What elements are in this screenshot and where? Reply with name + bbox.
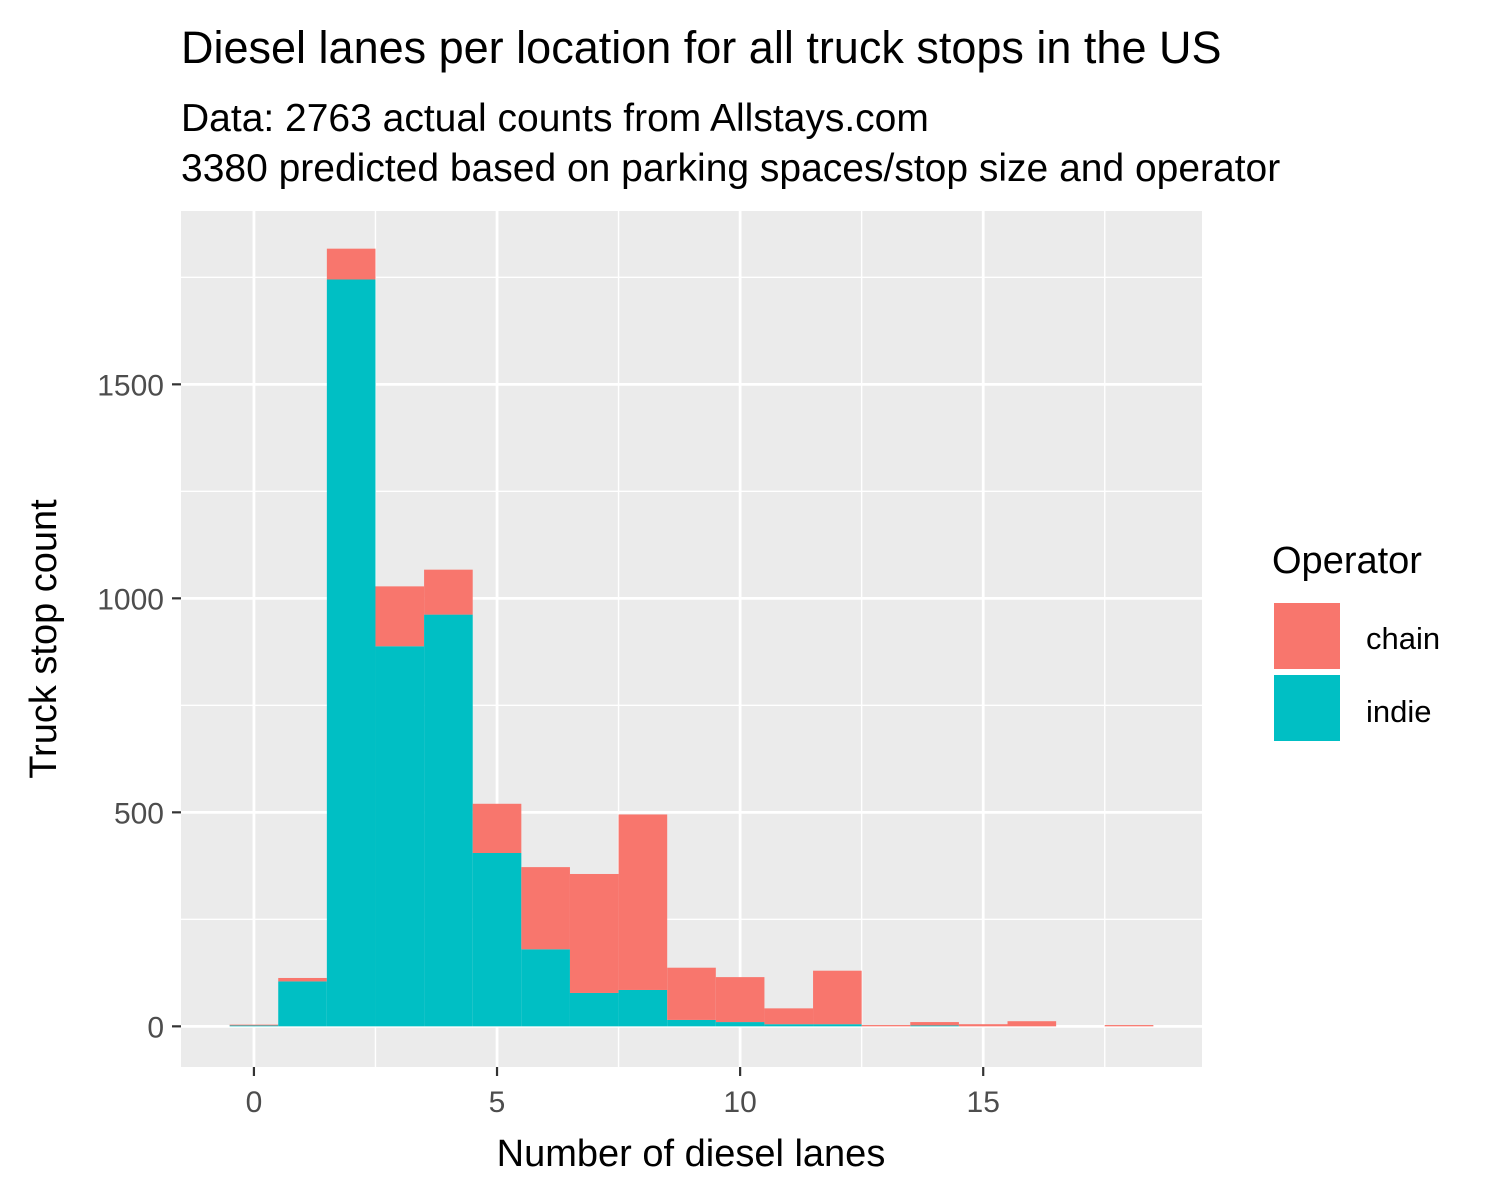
bar-indie-3 bbox=[375, 646, 425, 1027]
bar-chain-14 bbox=[910, 1022, 959, 1026]
bar-indie-0 bbox=[229, 1025, 279, 1027]
bar-chain-8 bbox=[618, 814, 668, 990]
x-tick-label: 10 bbox=[723, 1086, 756, 1119]
bar-indie-6 bbox=[521, 949, 570, 1027]
x-tick-label: 15 bbox=[967, 1086, 1000, 1119]
bar-chain-12 bbox=[813, 970, 862, 1025]
legend-title: Operator bbox=[1272, 540, 1422, 582]
bars bbox=[229, 248, 1154, 1027]
bar-indie-12 bbox=[813, 1024, 862, 1027]
bar-indie-7 bbox=[569, 992, 619, 1027]
bar-indie-5 bbox=[472, 853, 522, 1027]
bar-chain-15 bbox=[958, 1024, 1008, 1027]
y-tick-label: 1500 bbox=[97, 369, 164, 402]
bar-chain-10 bbox=[715, 977, 765, 1023]
x-axis-title: Number of diesel lanes bbox=[497, 1133, 886, 1175]
legend-key-indie bbox=[1274, 675, 1340, 741]
legend: Operator chain indie bbox=[1272, 540, 1440, 741]
chart-subtitle-line-1: Data: 2763 actual counts from Allstays.c… bbox=[181, 97, 929, 140]
bar-indie-1 bbox=[278, 981, 327, 1027]
bar-indie-4 bbox=[424, 614, 473, 1027]
bar-indie-14 bbox=[910, 1025, 959, 1027]
bar-indie-9 bbox=[667, 1019, 716, 1027]
bar-chain-0 bbox=[229, 1024, 279, 1026]
bar-chain-9 bbox=[667, 967, 716, 1020]
legend-label-indie: indie bbox=[1366, 694, 1432, 729]
legend-label-chain: chain bbox=[1366, 621, 1440, 656]
bar-chain-13 bbox=[861, 1025, 911, 1027]
bar-chain-4 bbox=[424, 569, 473, 615]
y-tick-label: 500 bbox=[114, 797, 164, 830]
bar-chain-5 bbox=[472, 803, 522, 853]
bar-indie-11 bbox=[764, 1024, 814, 1027]
bar-indie-10 bbox=[715, 1022, 765, 1027]
bar-chain-3 bbox=[375, 586, 425, 647]
chart-subtitle-line-2: 3380 predicted based on parking spaces/s… bbox=[181, 147, 1280, 190]
x-tick-label: 0 bbox=[246, 1086, 263, 1119]
y-axis-title: Truck stop count bbox=[23, 499, 65, 779]
bar-chain-2 bbox=[326, 248, 376, 280]
y-tick-label: 1000 bbox=[97, 583, 164, 616]
bar-chain-11 bbox=[764, 1008, 814, 1025]
x-tick-label: 5 bbox=[489, 1086, 506, 1119]
bar-chain-16 bbox=[1007, 1021, 1057, 1027]
bar-chain-1 bbox=[278, 977, 327, 982]
bar-indie-2 bbox=[326, 279, 376, 1027]
bar-indie-8 bbox=[618, 989, 668, 1027]
legend-key-chain bbox=[1274, 603, 1340, 669]
x-axis-ticks: 0 5 10 15 bbox=[246, 1067, 1000, 1119]
y-tick-label: 0 bbox=[147, 1011, 164, 1044]
y-axis-ticks: 0 500 1000 1500 bbox=[97, 369, 181, 1044]
bar-chain-7 bbox=[569, 873, 619, 993]
chart-title: Diesel lanes per location for all truck … bbox=[181, 22, 1222, 73]
bar-chain-6 bbox=[521, 867, 570, 950]
bar-chain-18 bbox=[1104, 1025, 1154, 1027]
